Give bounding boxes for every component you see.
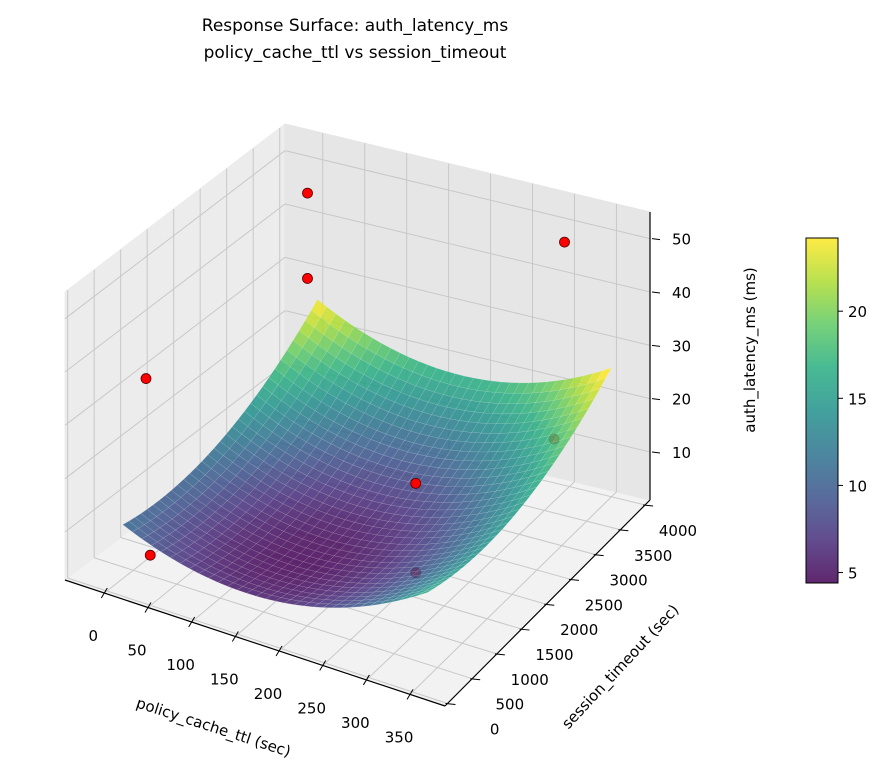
surface-patch: [578, 398, 595, 413]
x-tick: [231, 631, 239, 642]
chart-title: Response Surface: auth_latency_ms: [202, 16, 509, 36]
data-point: [410, 477, 422, 489]
x-tick-label: 50: [127, 642, 146, 660]
z-tick-label: 20: [672, 391, 691, 409]
z-tick: [651, 238, 661, 241]
surface-patch: [452, 563, 468, 572]
z-tick: [651, 344, 661, 347]
surface-patch: [590, 377, 607, 393]
surface-patch: [440, 572, 457, 581]
colorbar: 5 10 15 20: [805, 237, 867, 584]
data-point: [140, 373, 152, 384]
y-tick: [618, 529, 629, 532]
z-tick: [651, 451, 661, 454]
z-axis-label: auth_latency_ms (ms): [741, 267, 760, 433]
y-tick: [445, 703, 456, 706]
z-tick-label: 50: [672, 231, 691, 249]
gridline: [64, 150, 286, 320]
y-tick: [568, 578, 580, 581]
gridline: [409, 491, 617, 695]
x-tick: [275, 645, 283, 657]
x-tick: [406, 689, 414, 700]
surface-patch: [595, 367, 612, 382]
z-tick-label: 30: [672, 337, 691, 355]
y-tick: [470, 678, 481, 681]
y-tick-label: 1500: [535, 646, 573, 664]
y-tick: [494, 653, 505, 656]
y-axis-line: [444, 499, 651, 707]
surface-patch: [446, 567, 463, 576]
y-tick-label: 3000: [609, 572, 647, 590]
gridline: [94, 557, 473, 680]
colorbar-tick-label: 15: [848, 390, 867, 408]
z-tick-label: 10: [672, 444, 691, 462]
y-tick-label: 1000: [511, 671, 549, 689]
y-tick: [643, 504, 654, 507]
y-tick: [544, 603, 555, 606]
y-tick: [519, 628, 530, 631]
x-tick-label: 250: [297, 699, 326, 717]
gridline: [64, 363, 286, 533]
x-tick-label: 350: [385, 728, 414, 746]
gridline: [64, 310, 286, 480]
gridline: [284, 256, 651, 346]
y-tick: [593, 554, 604, 557]
surface-patch: [561, 427, 578, 441]
chart-subtitle: policy_cache_ttl vs session_timeout: [204, 43, 507, 63]
x-tick: [144, 602, 152, 613]
x-axis-label: policy_cache_ttl (sec): [134, 694, 293, 762]
x-tick-label: 150: [210, 670, 239, 688]
x-tick: [100, 587, 108, 599]
colorbar-tick-label: 10: [848, 477, 867, 495]
z-tick-label: 40: [672, 284, 691, 302]
gridline: [64, 256, 286, 426]
gridline: [284, 203, 651, 293]
colorbar-tick-label: 5: [848, 565, 858, 583]
y-tick-label: 500: [496, 696, 525, 714]
y-tick-label: 2500: [585, 596, 623, 614]
surface-patch: [572, 408, 590, 422]
x-tick-label: 300: [341, 714, 370, 732]
surface-patch: [417, 588, 434, 596]
x-axis-line: [64, 579, 446, 707]
colorbar-tick-label: 20: [848, 303, 867, 321]
data-point: [144, 549, 156, 561]
surface-patch: [475, 541, 491, 551]
gridline: [67, 577, 448, 704]
gridline: [366, 481, 575, 681]
surface: [122, 299, 612, 609]
y-tick-label: 2000: [560, 621, 598, 639]
surface-patch: [429, 581, 445, 589]
z-tick: [651, 291, 661, 294]
data-point: [559, 236, 570, 248]
surface-patch: [555, 436, 572, 450]
x-tick: [188, 616, 196, 628]
surface-patch: [463, 552, 480, 562]
surface-patch: [458, 557, 474, 567]
x-tick-label: 200: [254, 685, 283, 703]
surface-patch: [469, 547, 486, 557]
x-tick-label: 0: [89, 627, 99, 645]
x-tick-label: 100: [166, 656, 195, 674]
y-tick-label: 3500: [634, 547, 672, 565]
data-point: [302, 273, 313, 284]
y-tick-label: 4000: [659, 522, 697, 540]
surface-patch: [509, 501, 526, 513]
x-tick: [319, 660, 327, 671]
z-tick: [651, 398, 661, 401]
x-tick: [362, 674, 370, 686]
gridline: [64, 203, 286, 373]
y-tick-label: 0: [490, 721, 500, 739]
data-point: [302, 187, 313, 199]
gridline: [284, 150, 651, 240]
visible-points: [140, 187, 570, 489]
